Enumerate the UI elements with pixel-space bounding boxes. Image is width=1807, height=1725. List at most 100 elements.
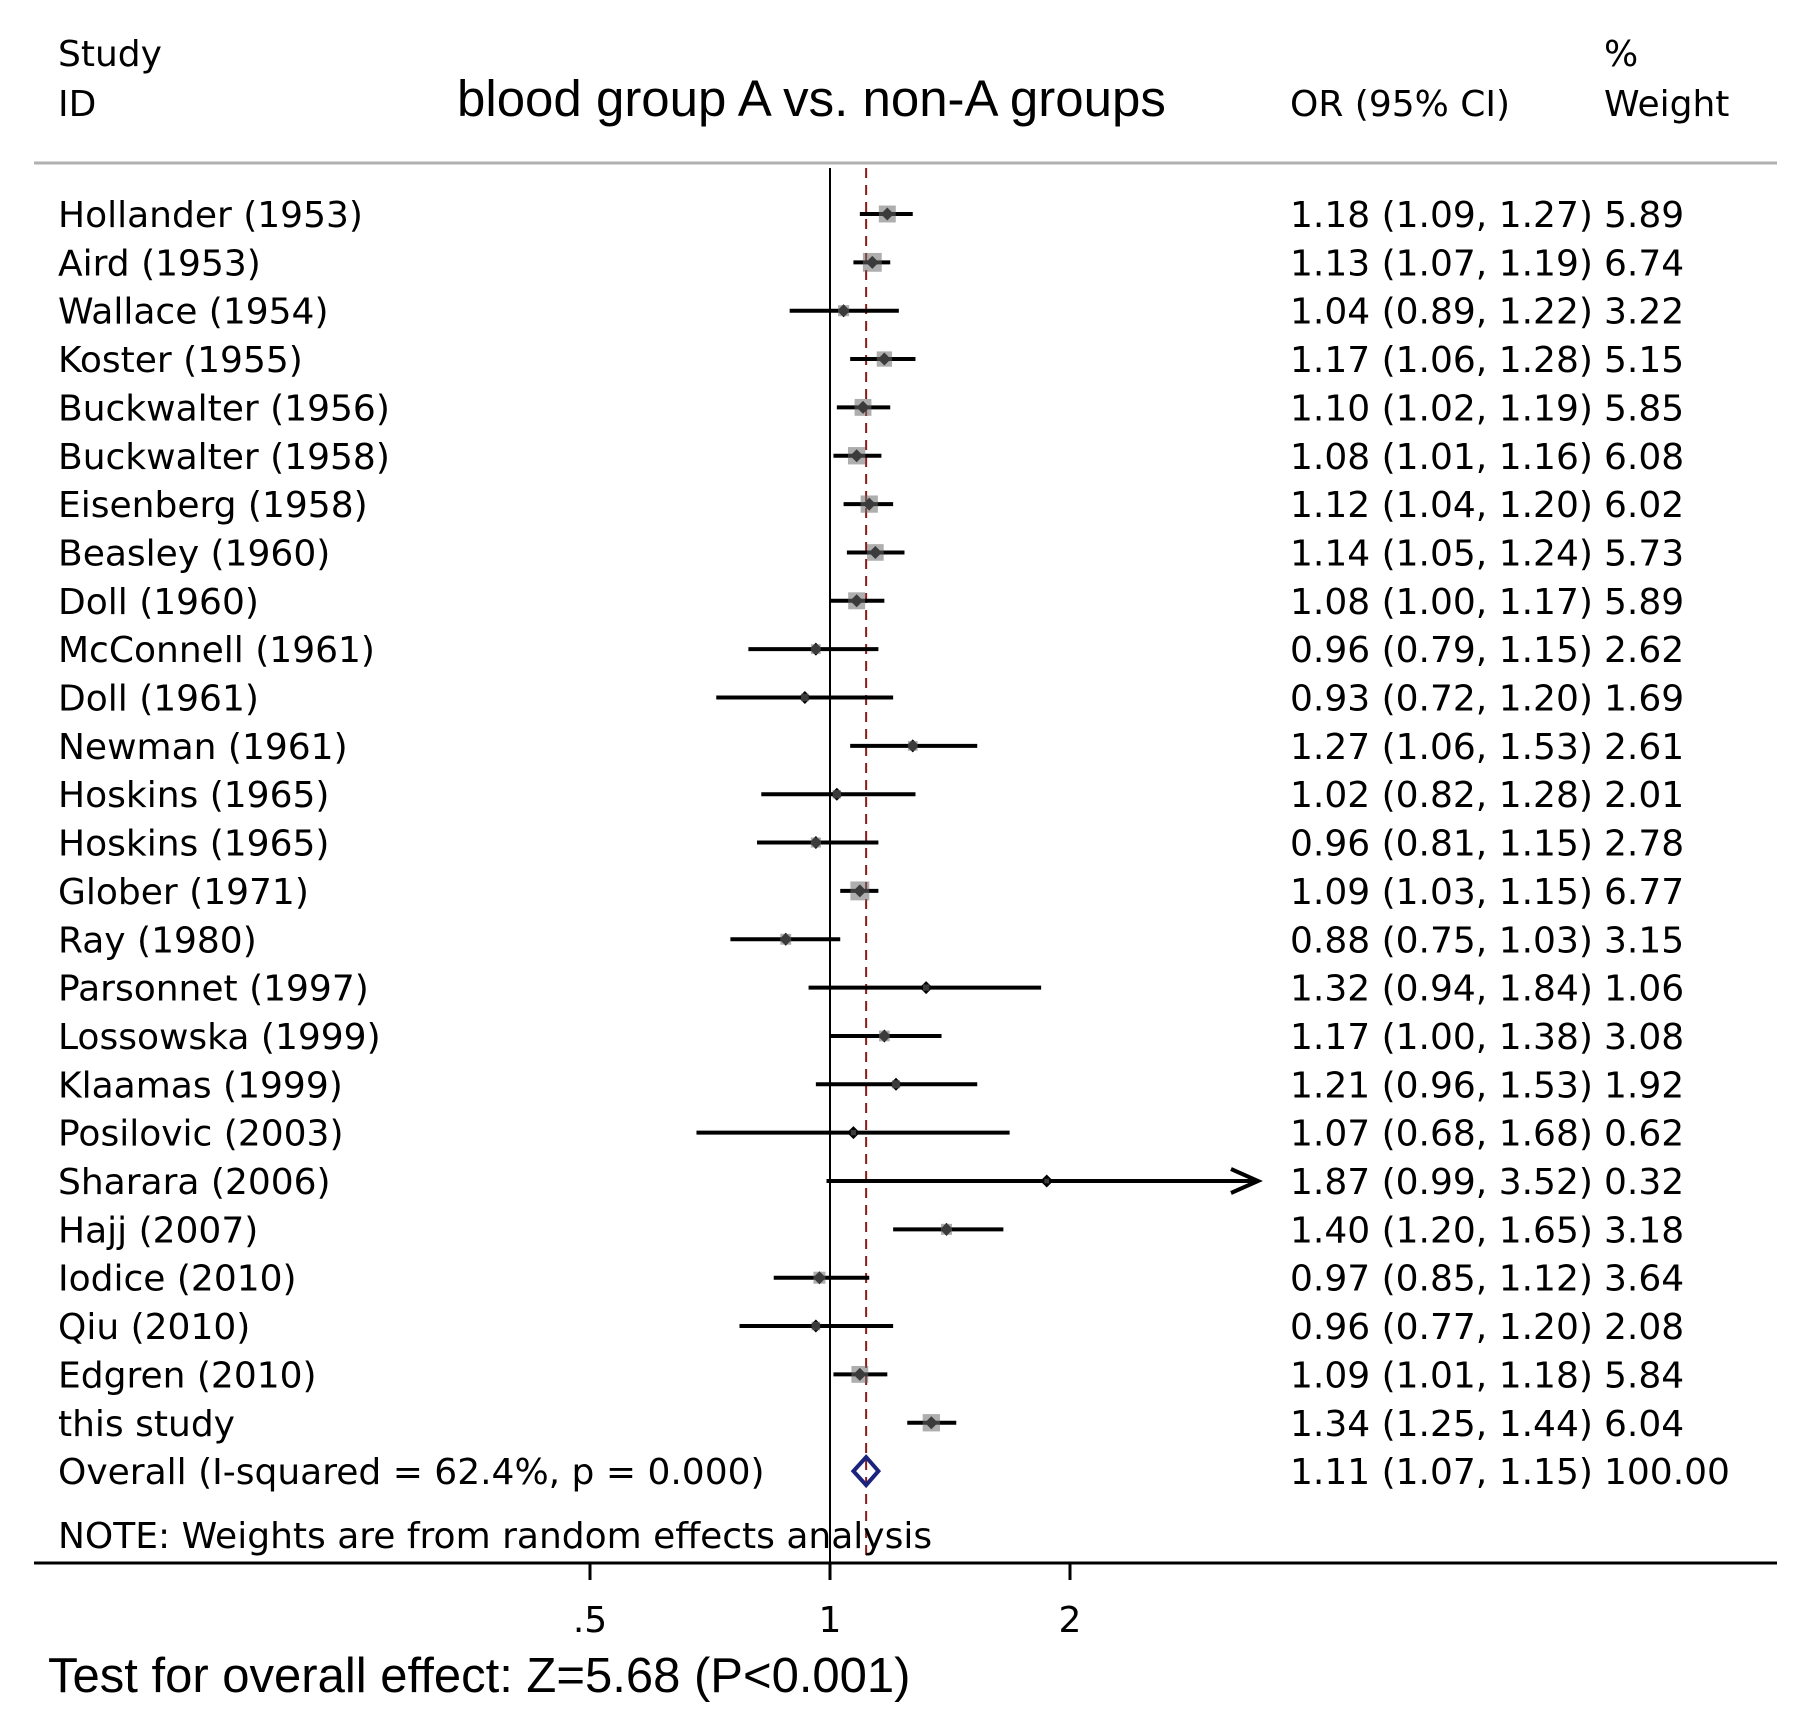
study-label: Buckwalter (1958) <box>58 437 390 478</box>
weight-box <box>907 740 918 751</box>
study-label: Hajj (2007) <box>58 1210 258 1251</box>
weight-text: 5.73 <box>1604 533 1684 574</box>
weight-box <box>878 205 896 223</box>
study-row: McConnell (1961) 0.96 (0.79, 1.15) 2.62 <box>58 630 1684 671</box>
weight-box <box>867 544 884 561</box>
study-label: Iodice (2010) <box>58 1259 297 1300</box>
overall-label: Overall (I-squared = 62.4%, p = 0.000) <box>58 1452 765 1493</box>
study-row: Hajj (2007) 1.40 (1.20, 1.65) 3.18 <box>58 1210 1684 1251</box>
weight-box <box>922 984 930 991</box>
ci-text: 0.93 (0.72, 1.20) <box>1290 679 1593 720</box>
study-row: Buckwalter (1956) 1.10 (1.02, 1.19) 5.85 <box>58 388 1684 429</box>
study-label: Aird (1953) <box>58 243 261 284</box>
ci-arrow <box>1230 1167 1263 1195</box>
weight-text: 5.84 <box>1604 1355 1684 1396</box>
weight-text: 5.85 <box>1604 388 1684 429</box>
weight-box <box>811 1321 821 1331</box>
ci-text: 1.34 (1.25, 1.44) <box>1290 1404 1593 1445</box>
overall-diamond <box>850 1454 882 1489</box>
study-row: Newman (1961) 1.27 (1.06, 1.53) 2.61 <box>58 727 1684 768</box>
weight-box <box>813 1271 826 1284</box>
weight-box <box>850 1129 857 1136</box>
ci-text: 1.08 (1.00, 1.17) <box>1290 582 1593 623</box>
ci-text: 1.08 (1.01, 1.16) <box>1290 437 1593 478</box>
weight-text: 2.01 <box>1604 775 1684 816</box>
weight-box <box>860 495 878 513</box>
study-label: Posilovic (2003) <box>58 1114 344 1155</box>
weight-box <box>878 1030 890 1042</box>
study-label: McConnell (1961) <box>58 630 375 671</box>
study-label: Sharara (2006) <box>58 1162 331 1203</box>
study-label: Beasley (1960) <box>58 533 330 574</box>
overall-ci-text: 1.11 (1.07, 1.15) <box>1290 1452 1593 1493</box>
weight-text: 5.89 <box>1604 582 1684 623</box>
ci-text: 0.88 (0.75, 1.03) <box>1290 920 1593 961</box>
study-row: Posilovic (2003) 1.07 (0.68, 1.68) 0.62 <box>58 1114 1684 1155</box>
weight-box <box>941 1223 953 1235</box>
weight-box <box>1044 1178 1050 1184</box>
study-row: Eisenberg (1958) 1.12 (1.04, 1.20) 6.02 <box>58 485 1684 526</box>
weight-text: 6.04 <box>1604 1404 1684 1445</box>
overall-weight-text: 100.00 <box>1604 1452 1730 1493</box>
header-percent: % <box>1604 34 1638 75</box>
weight-text: 2.62 <box>1604 630 1684 671</box>
weight-text: 6.74 <box>1604 243 1684 284</box>
header-id: ID <box>58 84 96 125</box>
weight-text: 3.22 <box>1604 292 1684 333</box>
overall-effect-test: Test for overall effect: Z=5.68 (P<0.001… <box>48 1649 911 1703</box>
study-label: Parsonnet (1997) <box>58 969 369 1010</box>
x-tick-label: 1 <box>819 1600 842 1641</box>
header-or-ci: OR (95% CI) <box>1290 84 1510 125</box>
weight-box <box>832 789 842 799</box>
weight-text: 3.18 <box>1604 1210 1684 1251</box>
weight-text: 6.08 <box>1604 437 1684 478</box>
ci-text: 1.02 (0.82, 1.28) <box>1290 775 1593 816</box>
study-label: Doll (1961) <box>58 679 259 720</box>
weight-text: 2.08 <box>1604 1307 1684 1348</box>
study-row: Koster (1955) 1.17 (1.06, 1.28) 5.15 <box>58 340 1684 381</box>
weight-text: 3.15 <box>1604 920 1684 961</box>
ci-text: 1.04 (0.89, 1.22) <box>1290 292 1593 333</box>
weight-box <box>891 1080 901 1089</box>
study-label: Wallace (1954) <box>58 292 329 333</box>
study-row: Klaamas (1999) 1.21 (0.96, 1.53) 1.92 <box>58 1065 1684 1106</box>
weight-text: 0.32 <box>1604 1162 1684 1203</box>
weight-text: 2.61 <box>1604 727 1684 768</box>
weight-box <box>810 837 821 848</box>
study-label: this study <box>58 1404 235 1445</box>
study-label: Koster (1955) <box>58 340 303 381</box>
study-row: Edgren (2010) 1.09 (1.01, 1.18) 5.84 <box>58 1355 1684 1396</box>
weight-text: 6.77 <box>1604 872 1684 913</box>
study-row: Qiu (2010) 0.96 (0.77, 1.20) 2.08 <box>58 1307 1684 1348</box>
weight-box <box>876 351 893 367</box>
study-row: Lossowska (1999) 1.17 (1.00, 1.38) 3.08 <box>58 1017 1684 1058</box>
weight-box <box>922 1414 940 1432</box>
study-row: Glober (1971) 1.09 (1.03, 1.15) 6.77 <box>58 872 1684 913</box>
weight-text: 3.08 <box>1604 1017 1684 1058</box>
ci-text: 1.18 (1.09, 1.27) <box>1290 195 1593 236</box>
ci-text: 1.07 (0.68, 1.68) <box>1290 1114 1593 1155</box>
weight-box <box>862 252 882 272</box>
study-row: this study 1.34 (1.25, 1.44) 6.04 <box>58 1404 1684 1445</box>
study-label: Klaamas (1999) <box>58 1065 343 1106</box>
weight-box <box>851 1365 869 1383</box>
study-row: Iodice (2010) 0.97 (0.85, 1.12) 3.64 <box>58 1259 1684 1300</box>
weight-box <box>847 447 866 465</box>
study-label: Ray (1980) <box>58 920 257 961</box>
weight-text: 1.69 <box>1604 679 1684 720</box>
weight-text: 3.64 <box>1604 1259 1684 1300</box>
study-label: Buckwalter (1956) <box>58 388 390 429</box>
study-row: Ray (1980) 0.88 (0.75, 1.03) 3.15 <box>58 920 1684 961</box>
study-label: Hoskins (1965) <box>58 824 329 865</box>
ci-text: 1.21 (0.96, 1.53) <box>1290 1065 1593 1106</box>
ci-text: 1.13 (1.07, 1.19) <box>1290 243 1593 284</box>
weight-box <box>850 881 870 901</box>
weight-text: 6.02 <box>1604 485 1684 526</box>
ci-text: 1.40 (1.20, 1.65) <box>1290 1210 1593 1251</box>
weight-box <box>838 305 850 317</box>
weight-box <box>810 644 821 655</box>
weight-text: 2.78 <box>1604 824 1684 865</box>
study-row: Sharara (2006) 1.87 (0.99, 3.52) 0.32 <box>58 1162 1684 1203</box>
study-row: Hoskins (1965) 1.02 (0.82, 1.28) 2.01 <box>58 775 1684 816</box>
